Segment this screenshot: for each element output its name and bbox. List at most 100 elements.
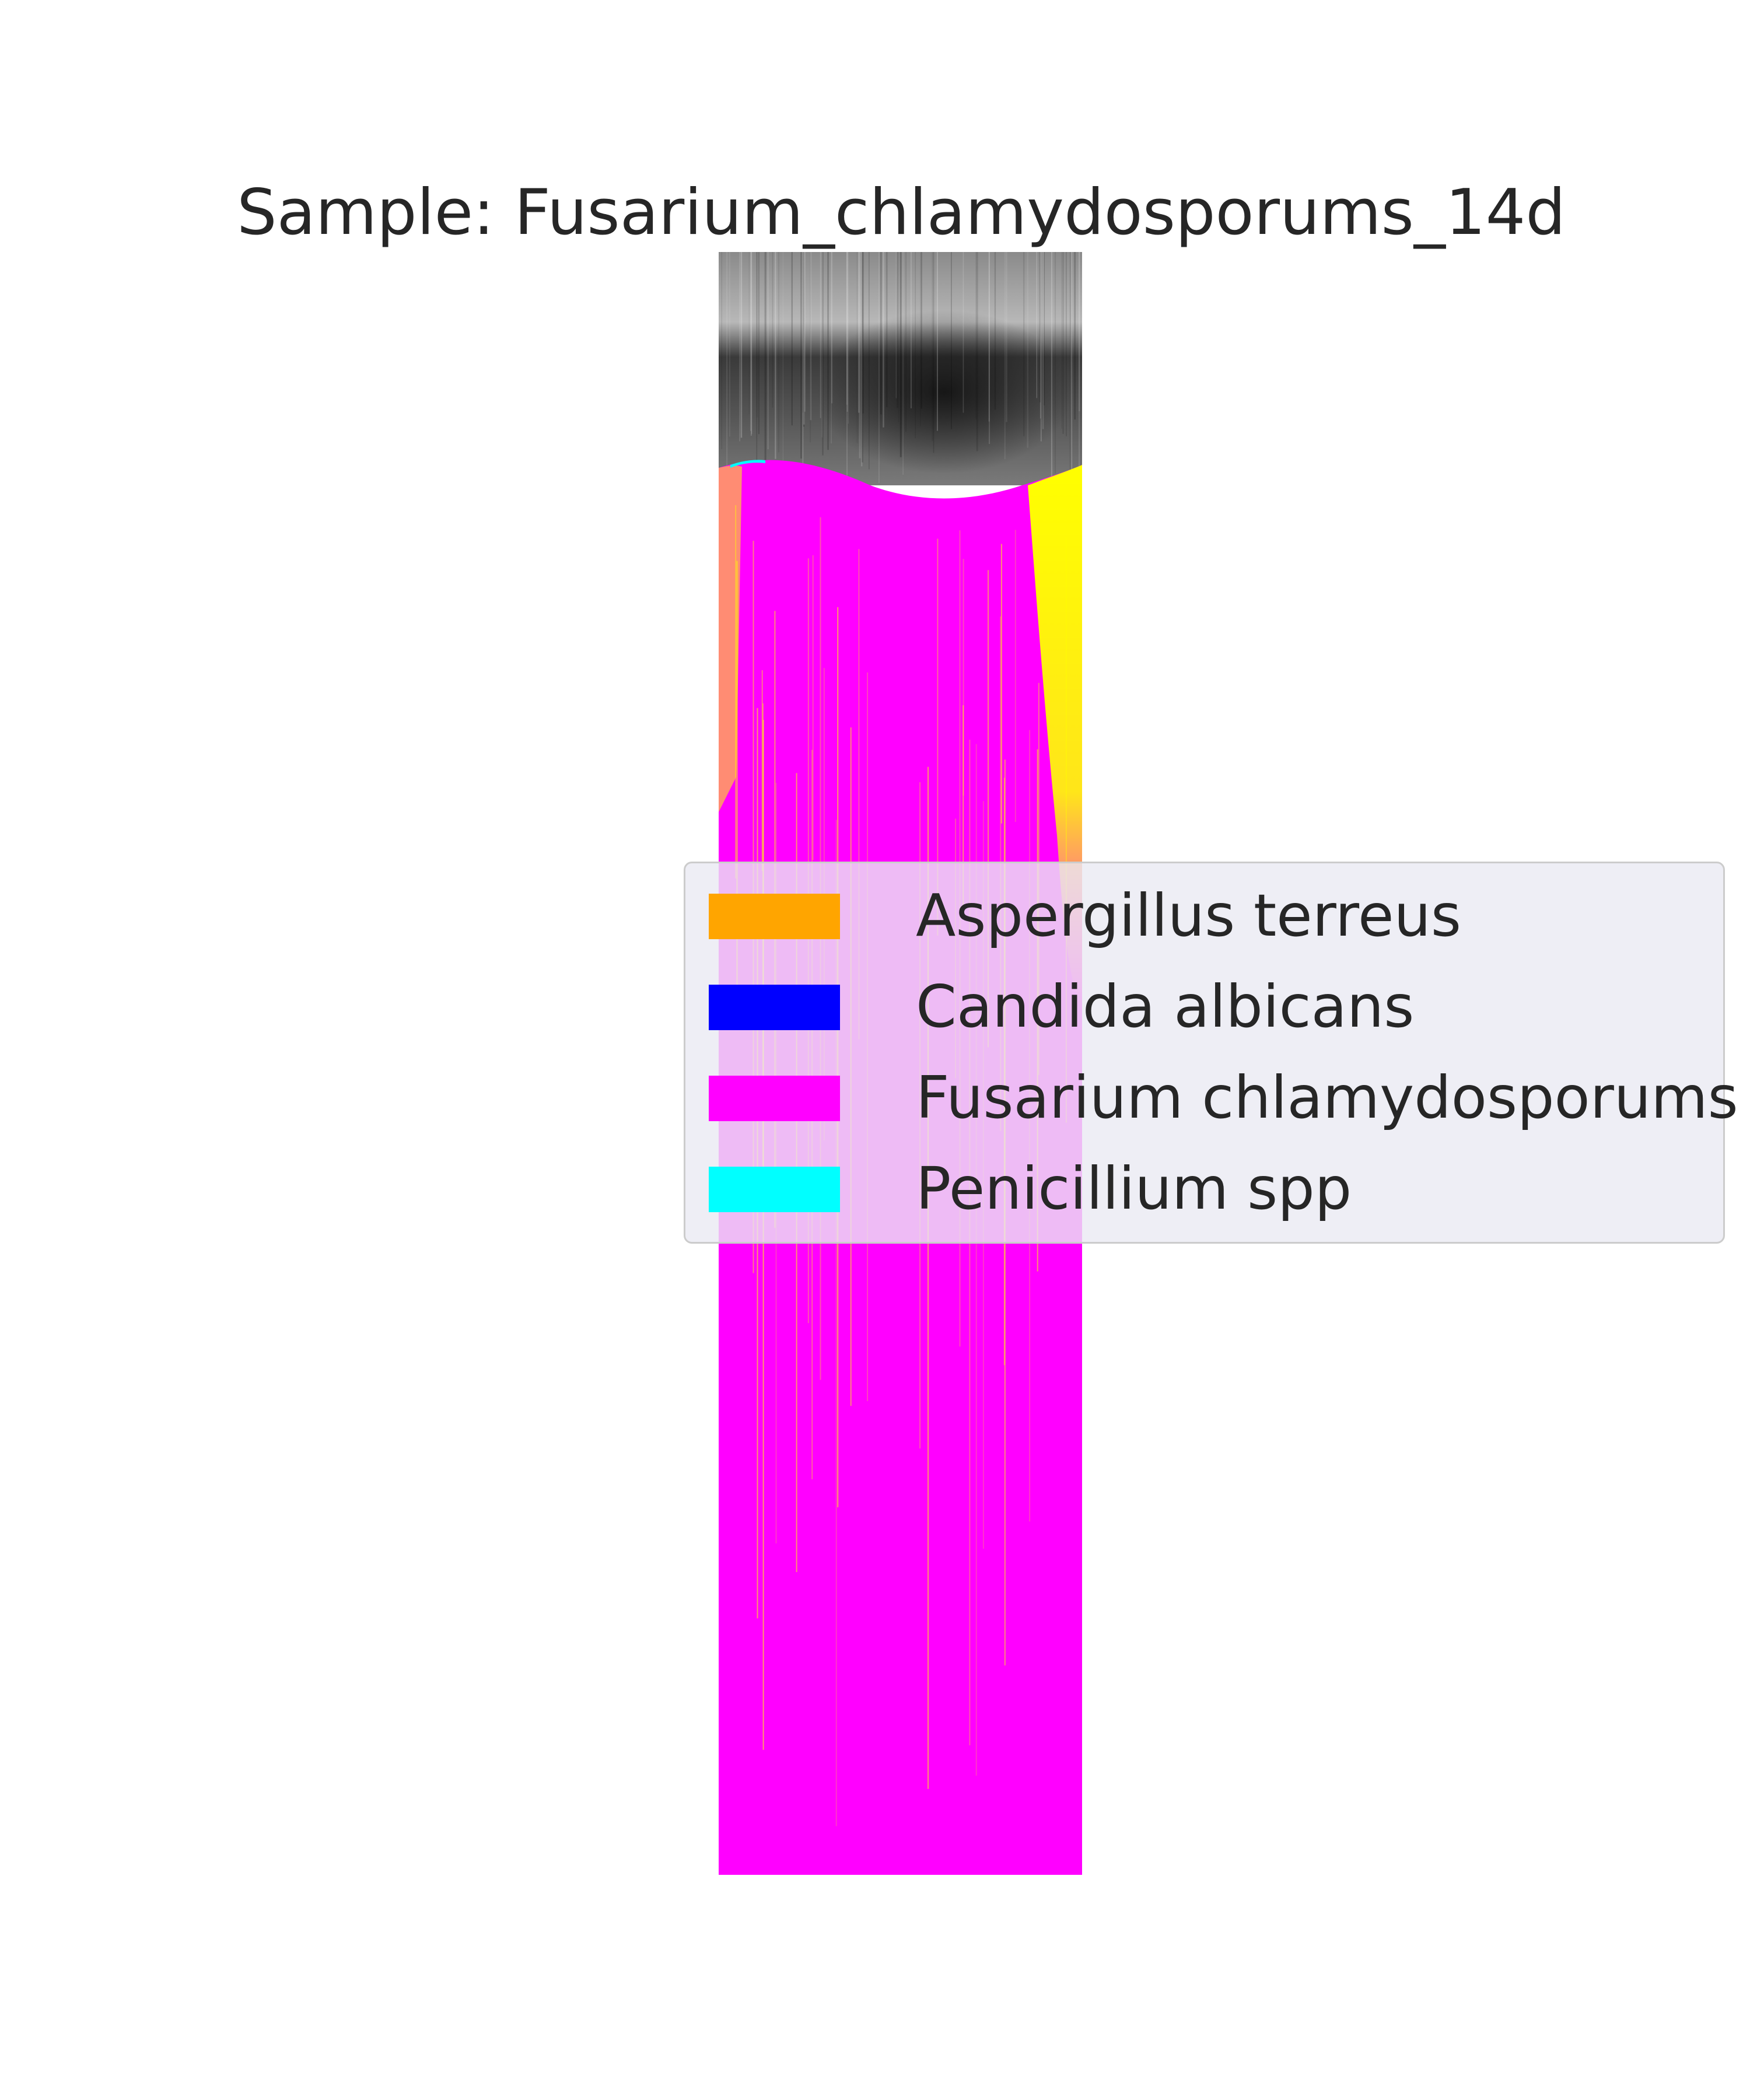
gray-streak — [756, 252, 758, 464]
gray-streak — [1055, 252, 1056, 474]
gray-streak — [976, 252, 978, 452]
gray-streak — [846, 252, 848, 405]
gray-streak — [860, 252, 863, 467]
gray-streak — [1070, 252, 1073, 474]
legend-label: Candida albicans — [916, 972, 1415, 1041]
yellow-streak — [963, 705, 964, 918]
gray-streak — [898, 252, 899, 422]
gray-streak — [1040, 252, 1042, 442]
gray-streak — [1006, 252, 1007, 422]
gray-streak — [862, 252, 864, 414]
gray-streak — [846, 252, 848, 412]
gray-streak — [862, 252, 863, 463]
gray-streak — [895, 252, 897, 398]
gray-streak — [1041, 252, 1043, 420]
gray-streak — [721, 252, 723, 449]
gray-streak — [911, 252, 912, 408]
yellow-streak — [1000, 544, 1002, 824]
gray-streak — [1042, 252, 1044, 429]
gray-streak — [767, 252, 769, 450]
gray-streak — [775, 252, 776, 459]
yellow-streak — [1014, 530, 1016, 822]
gray-streak — [1069, 252, 1072, 480]
gray-streak — [1079, 252, 1080, 474]
gray-streak — [820, 252, 821, 418]
gray-streaks — [721, 252, 1080, 485]
legend-label: Fusarium chlamydosporums — [916, 1063, 1738, 1132]
gray-streak — [1040, 252, 1041, 419]
gray-streak — [1074, 252, 1076, 420]
gray-streak — [827, 252, 829, 450]
gray-streak — [802, 252, 804, 413]
gray-streak — [880, 252, 882, 415]
gray-streak — [751, 252, 752, 434]
gray-streak — [758, 252, 760, 435]
gray-streak — [726, 252, 728, 471]
gray-streak — [1079, 252, 1080, 412]
gray-streak — [757, 252, 758, 418]
gray-streak — [951, 252, 952, 429]
legend: Aspergillus terreus Candida albicans Fus… — [684, 862, 1738, 1244]
yellow-streak — [835, 820, 837, 1826]
gray-streak — [932, 252, 933, 441]
yellow-streak — [975, 744, 977, 1776]
legend-swatch — [709, 1076, 840, 1121]
gray-streak — [897, 252, 898, 408]
gray-streak — [1066, 252, 1067, 436]
yellow-streak — [1065, 537, 1067, 1123]
gray-streak — [750, 252, 751, 431]
gray-streak — [878, 252, 880, 483]
gray-streak — [751, 252, 752, 436]
gray-streak — [989, 252, 991, 444]
gray-streak — [886, 252, 888, 408]
gray-streak — [802, 252, 804, 475]
gray-streak — [1004, 252, 1006, 460]
gray-streak — [933, 252, 935, 453]
dark-region — [719, 252, 1082, 485]
gray-streak — [905, 252, 907, 432]
chart-title: Sample: Fusarium_chlamydosporums_14d — [237, 176, 1566, 249]
gray-streak — [921, 252, 922, 409]
yellow-streak — [988, 570, 989, 1048]
yellow-streak — [761, 670, 763, 871]
gray-streak — [848, 252, 849, 424]
gray-streak — [800, 252, 802, 459]
gray-streak — [856, 252, 858, 443]
gray-streak — [1039, 252, 1041, 402]
gray-streak — [994, 252, 996, 410]
gray-streak — [748, 252, 750, 414]
legend-swatch — [709, 894, 840, 939]
yellow-streak — [858, 549, 860, 1040]
gray-streak — [937, 252, 938, 431]
yellow-streak — [812, 555, 814, 860]
gray-streak — [900, 252, 902, 457]
yellow-streak — [963, 559, 964, 796]
gray-streak — [804, 252, 806, 412]
gray-streak — [831, 252, 832, 444]
unlabeled-yellow-left-edge — [719, 465, 742, 812]
legend-item: Candida albicans — [709, 972, 1700, 1041]
gray-streak — [765, 252, 766, 473]
legend-item: Aspergillus terreus — [709, 881, 1700, 950]
gray-streak — [729, 252, 730, 437]
gray-streak — [810, 252, 811, 443]
yellow-streak — [735, 505, 737, 878]
legend-label: Aspergillus terreus — [916, 881, 1461, 950]
gray-streak — [883, 252, 884, 428]
legend-item: Fusarium chlamydosporums — [709, 1063, 1738, 1132]
gray-streak — [902, 252, 904, 475]
gray-streak — [740, 252, 743, 438]
gray-streak — [764, 252, 766, 477]
gray-streak — [859, 252, 861, 459]
gray-streak — [791, 252, 793, 426]
gray-streak — [1062, 252, 1064, 434]
yellow-streak — [736, 561, 738, 994]
gray-streak — [803, 252, 805, 425]
penicillium-edge — [730, 460, 765, 468]
gray-streak — [739, 252, 740, 442]
yellow-streak — [928, 766, 929, 1789]
gray-streak — [858, 252, 860, 413]
yellow-streak — [937, 538, 939, 936]
gray-streak — [822, 252, 824, 456]
